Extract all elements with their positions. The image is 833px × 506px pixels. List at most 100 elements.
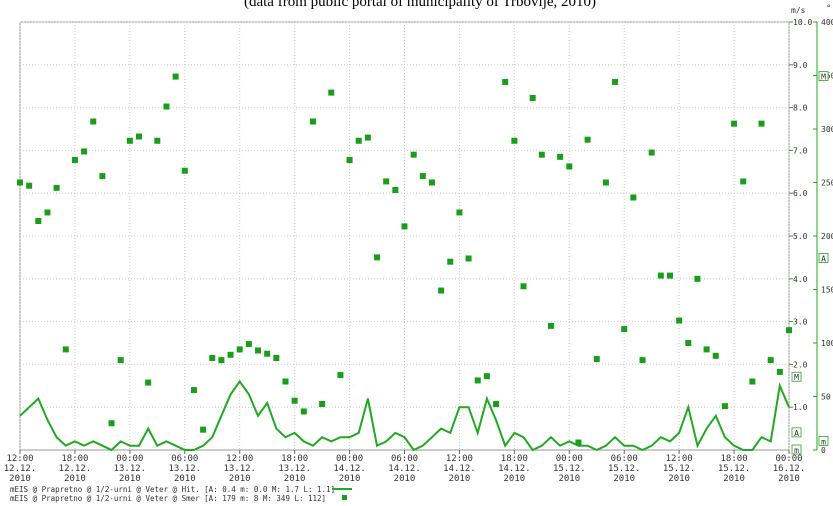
x-tick-label: 15.12. bbox=[553, 464, 586, 474]
direction-point bbox=[648, 149, 655, 156]
x-tick-label: 14.12. bbox=[388, 464, 421, 474]
x-tick-label: 16.12. bbox=[773, 464, 806, 474]
y2-tick-label: 200 bbox=[821, 232, 833, 241]
direction-point bbox=[181, 167, 188, 174]
direction-point bbox=[392, 186, 399, 193]
direction-point bbox=[438, 287, 445, 294]
x-tick-label: 2010 bbox=[64, 474, 86, 484]
direction-point bbox=[99, 173, 106, 180]
direction-point bbox=[721, 403, 728, 410]
x-tick-label: 12.12. bbox=[59, 464, 92, 474]
stat-marker-box bbox=[818, 253, 829, 263]
direction-point bbox=[17, 179, 23, 186]
direction-point bbox=[529, 94, 536, 101]
direction-point bbox=[346, 157, 353, 164]
direction-point bbox=[309, 118, 316, 125]
y-tick-label: 4.0 bbox=[793, 275, 808, 284]
x-tick-label: 14.12. bbox=[498, 464, 531, 474]
direction-point bbox=[264, 350, 271, 357]
direction-point bbox=[35, 218, 42, 225]
y2-unit: ° bbox=[826, 4, 831, 14]
x-tick-label: 13.12. bbox=[169, 464, 202, 474]
direction-point bbox=[337, 372, 344, 379]
x-tick-label: 18:00 bbox=[281, 454, 308, 464]
direction-point bbox=[328, 89, 335, 96]
stat-marker-label: m bbox=[794, 446, 799, 455]
direction-point bbox=[703, 346, 710, 353]
direction-point bbox=[428, 179, 435, 186]
x-tick-label: 2010 bbox=[449, 474, 471, 484]
direction-point bbox=[355, 137, 362, 144]
y2-tick-label: 100 bbox=[821, 339, 833, 348]
direction-point bbox=[90, 118, 97, 125]
legend-label: mEIS @ Prapretno @ 1/2-urni @ Veter @ Sm… bbox=[10, 494, 326, 503]
direction-point bbox=[474, 377, 481, 384]
x-tick-label: 2010 bbox=[174, 474, 196, 484]
direction-point bbox=[227, 351, 234, 358]
x-tick-label: 2010 bbox=[339, 474, 361, 484]
direction-point bbox=[502, 78, 509, 85]
direction-point bbox=[282, 378, 289, 385]
x-tick-label: 12:00 bbox=[446, 454, 473, 464]
direction-point bbox=[145, 379, 152, 386]
x-tick-label: 18:00 bbox=[721, 454, 748, 464]
direction-point bbox=[419, 173, 426, 180]
x-tick-label: 2010 bbox=[284, 474, 306, 484]
x-tick-label: 13.12. bbox=[114, 464, 147, 474]
direction-point bbox=[200, 426, 207, 433]
direction-point bbox=[557, 153, 564, 160]
x-tick-label: 18:00 bbox=[61, 454, 88, 464]
direction-point bbox=[520, 283, 527, 290]
x-tick-label: 00:00 bbox=[556, 454, 583, 464]
direction-point bbox=[538, 151, 545, 158]
direction-point bbox=[575, 439, 582, 446]
stat-marker-box bbox=[818, 436, 829, 446]
direction-point bbox=[612, 78, 619, 85]
x-tick-label: 2010 bbox=[558, 474, 580, 484]
y-tick-label: 3.0 bbox=[793, 318, 808, 327]
x-tick-label: 06:00 bbox=[171, 454, 198, 464]
direction-point bbox=[410, 151, 417, 158]
x-tick-label: 2010 bbox=[778, 474, 800, 484]
y-tick-label: 2.0 bbox=[793, 360, 808, 369]
x-tick-label: 06:00 bbox=[611, 454, 638, 464]
y-tick-label: 8.0 bbox=[793, 104, 808, 113]
y2-tick-label: 250 bbox=[821, 179, 833, 188]
direction-point bbox=[786, 327, 792, 334]
x-tick-label: 15.12. bbox=[663, 464, 696, 474]
direction-point bbox=[364, 134, 371, 141]
y-tick-label: 1.0 bbox=[793, 403, 808, 412]
y2-tick-label: 400 bbox=[821, 18, 833, 27]
direction-point bbox=[62, 346, 69, 353]
direction-point bbox=[584, 136, 591, 143]
chart-title: (data from public portal of municipality… bbox=[244, 0, 596, 10]
y2-tick-label: 0 bbox=[821, 446, 826, 455]
direction-point bbox=[209, 354, 216, 361]
direction-point bbox=[255, 347, 262, 354]
x-tick-label: 06:00 bbox=[391, 454, 418, 464]
direction-point bbox=[71, 157, 78, 164]
stat-marker-label: A bbox=[821, 254, 826, 263]
direction-point bbox=[401, 223, 408, 230]
direction-point bbox=[758, 120, 765, 127]
direction-point bbox=[172, 73, 179, 80]
y2-tick-label: 300 bbox=[821, 125, 833, 134]
x-tick-label: 14.12. bbox=[333, 464, 366, 474]
legend-swatch bbox=[342, 495, 347, 500]
direction-point bbox=[245, 341, 252, 348]
y-tick-label: 10.0 bbox=[793, 18, 812, 27]
direction-point bbox=[126, 137, 133, 144]
x-tick-label: 15.12. bbox=[608, 464, 641, 474]
direction-point bbox=[374, 254, 381, 261]
direction-point bbox=[621, 326, 628, 333]
direction-point bbox=[465, 255, 472, 262]
x-tick-label: 2010 bbox=[9, 474, 31, 484]
direction-point bbox=[236, 346, 243, 353]
direction-point bbox=[26, 182, 33, 189]
x-tick-label: 15.12. bbox=[718, 464, 751, 474]
x-tick-label: 2010 bbox=[668, 474, 690, 484]
direction-point bbox=[218, 357, 225, 364]
x-tick-label: 12:00 bbox=[6, 454, 33, 464]
y2-tick-label: 150 bbox=[821, 286, 833, 295]
